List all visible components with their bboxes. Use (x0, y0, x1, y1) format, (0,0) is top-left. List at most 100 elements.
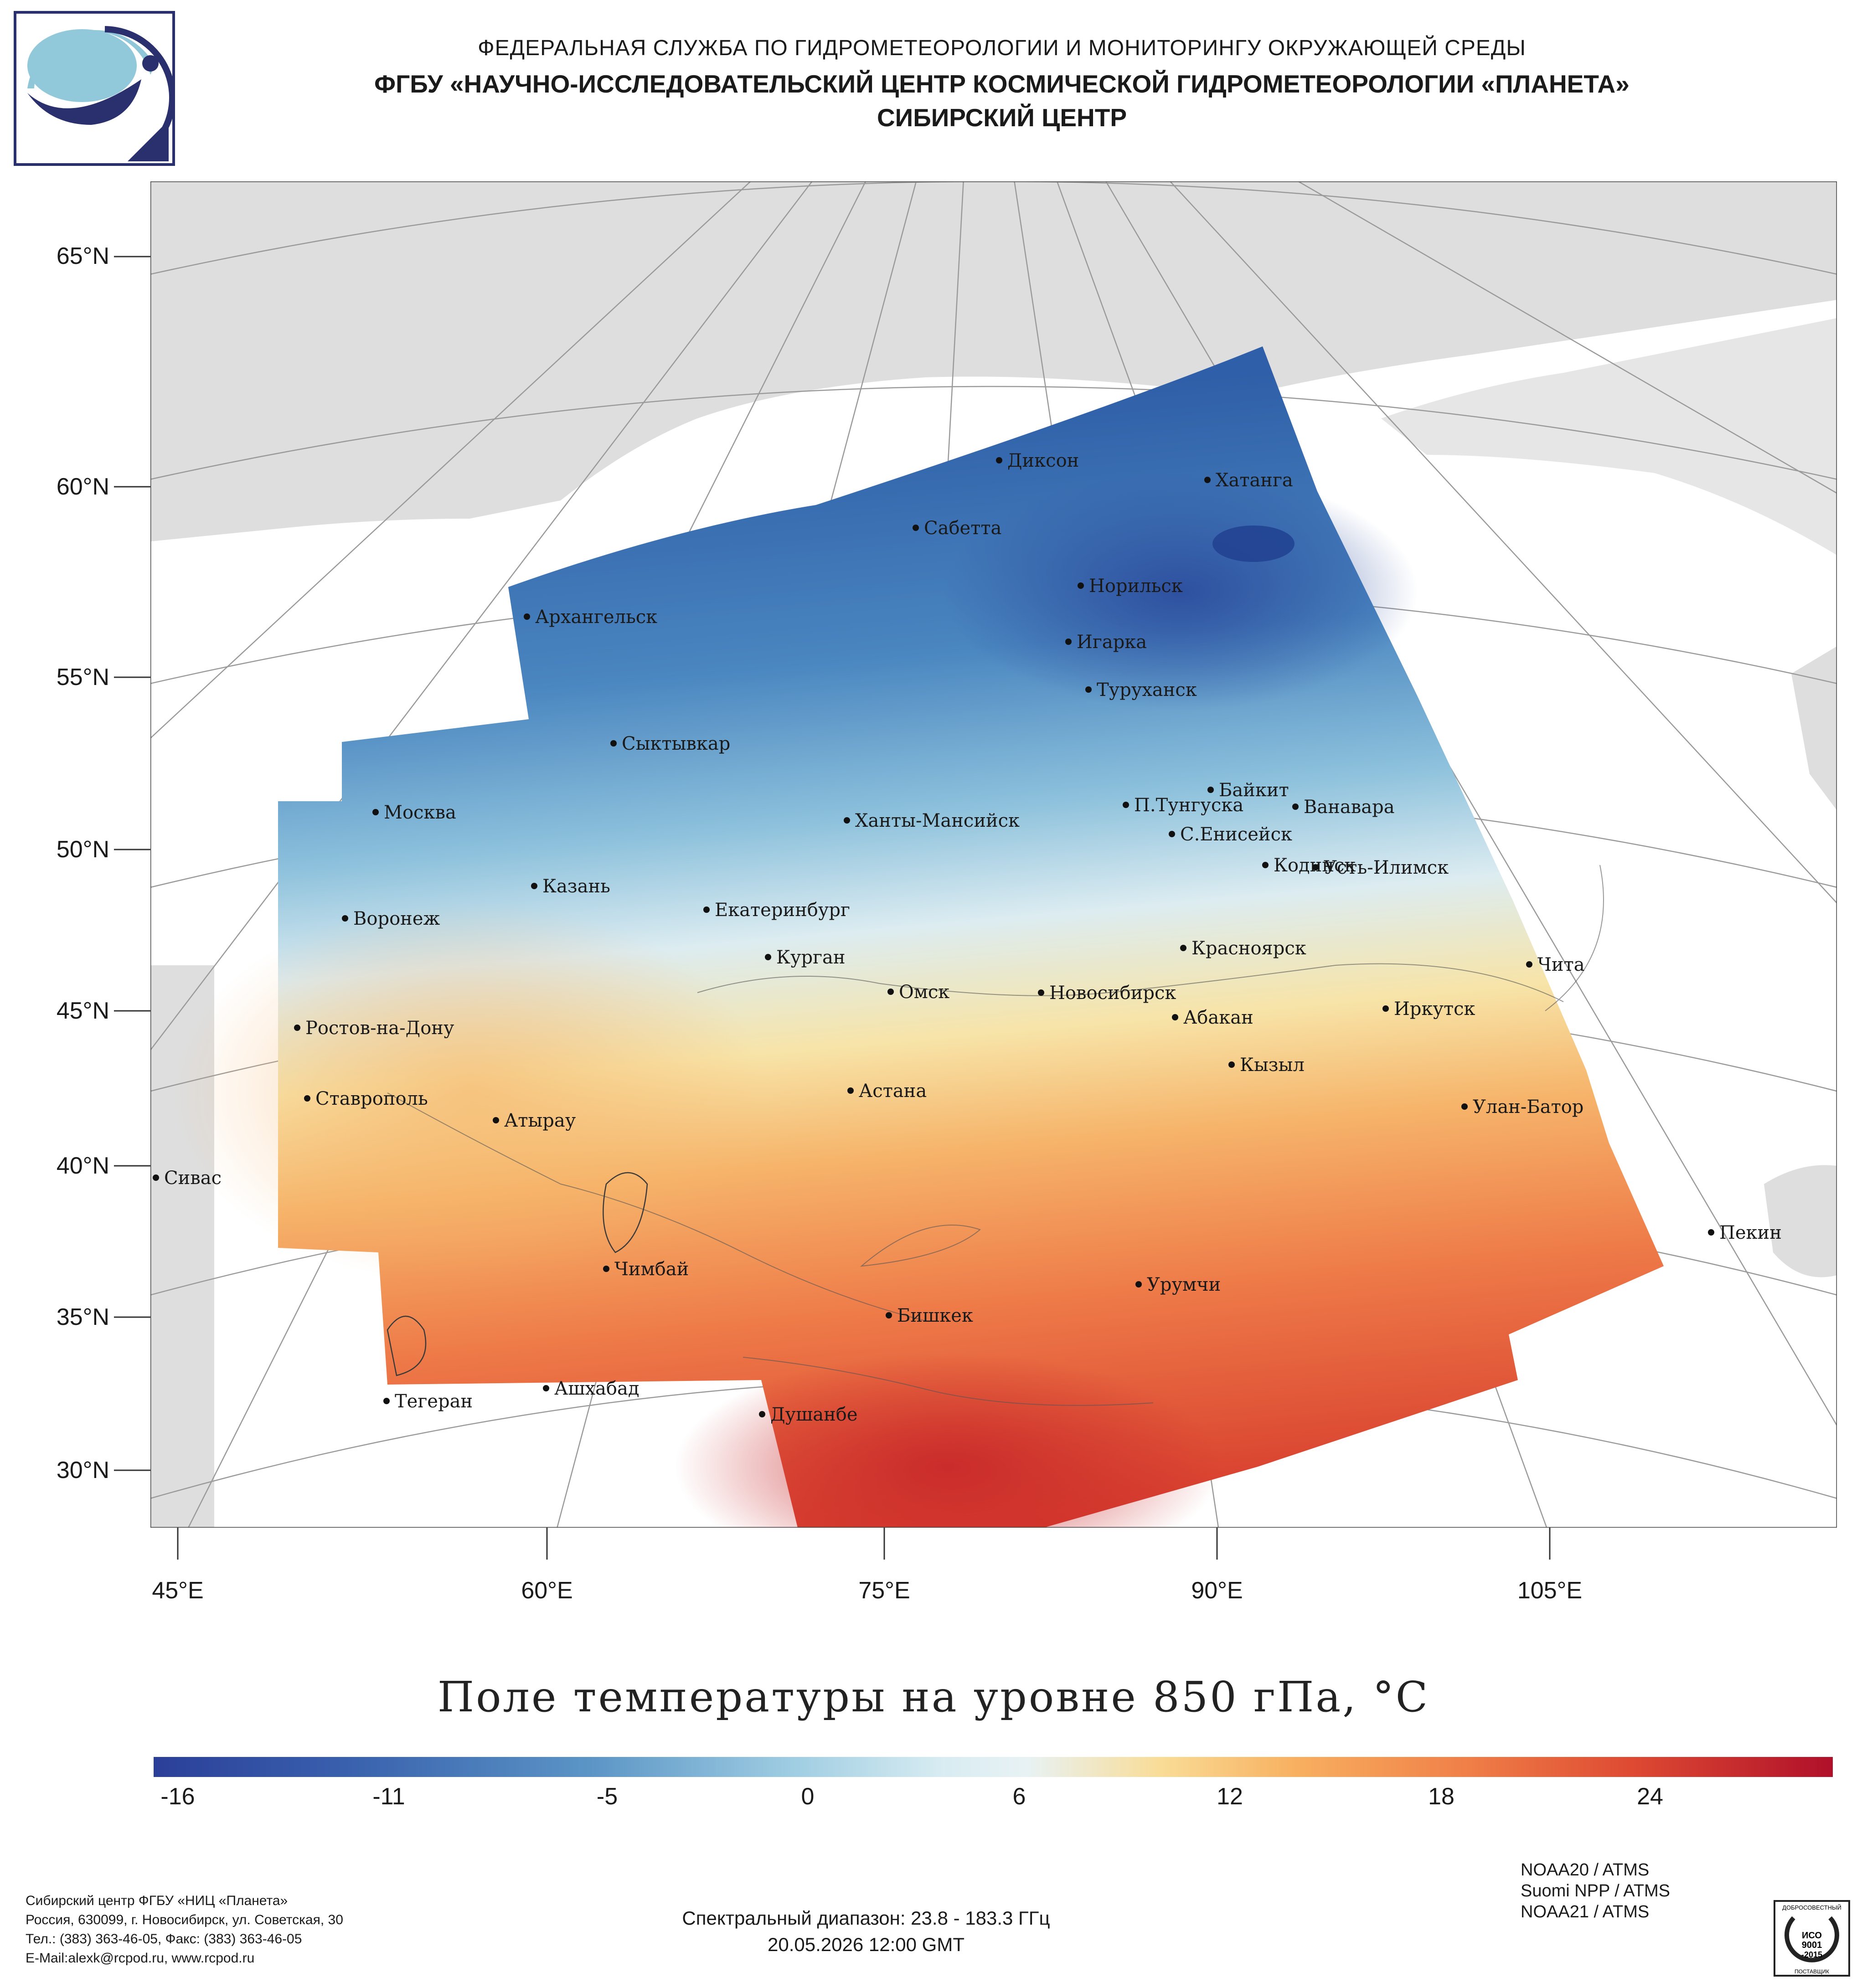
city-sabetta: Сабетта (913, 518, 1001, 539)
city-ashkhabad: Ашхабад (543, 1378, 639, 1399)
svg-text:Тегеран: Тегеран (395, 1391, 473, 1412)
svg-text:Душанбе: Душанбе (770, 1404, 858, 1425)
svg-text:Сивас: Сивас (164, 1168, 222, 1189)
city-pekin: Пекин (1708, 1222, 1782, 1243)
city-novosibirsk: Новосибирск (1038, 983, 1176, 1004)
city-dikson: Диксон (996, 450, 1079, 471)
svg-text:Чита: Чита (1537, 954, 1585, 975)
city-dushanbe: Душанбе (759, 1404, 858, 1425)
svg-text:Омск: Омск (899, 982, 949, 1003)
spectral-range: Спектральный диапазон: 23.8 - 183.3 ГГц (682, 1907, 1050, 1929)
city-ulan-bator: Улан-Батор (1461, 1097, 1583, 1118)
lat-label-55: 55°N (56, 664, 109, 690)
city-tegeran: Тегеран (383, 1391, 473, 1412)
lon-label-75: 75°E (858, 1577, 910, 1604)
datetime: 20.05.2026 12:00 GMT (768, 1934, 964, 1955)
city-moskva: Москва (372, 802, 456, 823)
city-atyrau: Атырау (493, 1110, 576, 1131)
svg-text:Воронеж: Воронеж (353, 908, 440, 929)
svg-text:Урумчи: Урумчи (1147, 1274, 1221, 1295)
svg-text:ДОБРОСОВЕСТНЫЙ: ДОБРОСОВЕСТНЫЙ (1782, 1904, 1841, 1911)
lat-label-65: 65°N (56, 243, 109, 269)
svg-text:Туруханск: Туруханск (1097, 680, 1197, 700)
lon-ticks (177, 1528, 1551, 1560)
lat-label-60: 60°N (56, 474, 109, 500)
footer-contacts: Сибирский центр ФГБУ «НИЦ «Планета» Росс… (26, 1891, 343, 1968)
colorbar-tick-12: 12 (1217, 1783, 1243, 1810)
svg-text:Атырау: Атырау (504, 1110, 576, 1131)
city-omsk: Омск (887, 982, 949, 1003)
colorbar-tick--5: -5 (596, 1783, 618, 1810)
temperature-map: Диксон Хатанга Сабетта Норильск Архангел… (150, 181, 1837, 1528)
city-khatanga: Хатанга (1204, 470, 1293, 491)
footer-email: E-Mail:alexk@rcpod.ru, www.rcpod.ru (26, 1951, 255, 1966)
svg-text:Иркутск: Иркутск (1394, 999, 1475, 1020)
city-sivas: Сивас (153, 1168, 222, 1189)
svg-text:С.Енисейск: С.Енисейск (1180, 824, 1292, 845)
satellite-3: NOAA21 / ATMS (1521, 1902, 1650, 1921)
colorbar-tick-24: 24 (1637, 1783, 1663, 1810)
city-norilsk: Норильск (1078, 576, 1183, 597)
svg-text:Казань: Казань (542, 876, 610, 897)
svg-text:9001: 9001 (1802, 1940, 1822, 1950)
city-krasnoyarsk: Красноярск (1180, 938, 1306, 959)
svg-text:Хатанга: Хатанга (1216, 470, 1293, 491)
svg-text:Бишкек: Бишкек (897, 1305, 973, 1326)
svg-text:ИСО: ИСО (1802, 1931, 1822, 1941)
svg-text:-2015: -2015 (1801, 1950, 1822, 1959)
svg-text:Улан-Батор: Улан-Батор (1473, 1097, 1583, 1118)
lat-label-45: 45°N (56, 998, 109, 1024)
satellite-2: Suomi NPP / ATMS (1521, 1881, 1671, 1900)
city-p-tunguska: П.Тунгуска (1123, 795, 1243, 816)
city-astana: Астана (847, 1081, 927, 1102)
svg-text:Архангельск: Архангельск (535, 607, 657, 628)
header-agency: ФЕДЕРАЛЬНАЯ СЛУЖБА ПО ГИДРОМЕТЕОРОЛОГИИ … (478, 36, 1526, 60)
svg-text:Красноярск: Красноярск (1191, 938, 1306, 959)
svg-text:Игарка: Игарка (1077, 632, 1147, 653)
city-vanavara: Ванавара (1292, 797, 1395, 818)
city-arkhangelsk: Архангельск (524, 607, 657, 628)
colorbar-tick--11: -11 (372, 1783, 405, 1810)
svg-text:Астана: Астана (859, 1081, 927, 1102)
svg-text:Ашхабад: Ашхабад (554, 1378, 639, 1399)
city-kazan: Казань (531, 876, 610, 897)
lat-label-40: 40°N (56, 1153, 109, 1179)
svg-text:Норильск: Норильск (1089, 576, 1183, 597)
svg-text:Чимбай: Чимбай (614, 1259, 689, 1280)
svg-text:Ханты-Мансийск: Ханты-Мансийск (855, 810, 1020, 831)
lon-label-45: 45°E (152, 1577, 204, 1604)
svg-text:ПОСТАВЩИК: ПОСТАВЩИК (1795, 1968, 1829, 1975)
satellite-1: NOAA20 / ATMS (1521, 1860, 1650, 1880)
city-syktyvkar: Сыктывкар (610, 733, 730, 754)
lon-label-60: 60°E (521, 1577, 573, 1604)
city-baikit: Байкит (1207, 780, 1289, 801)
lat-label-50: 50°N (56, 836, 109, 863)
footer-org: Сибирский центр ФГБУ «НИЦ «Планета» (26, 1893, 288, 1908)
city-igarka: Игарка (1065, 632, 1147, 653)
svg-text:Диксон: Диксон (1007, 450, 1079, 471)
svg-text:Новосибирск: Новосибирск (1049, 983, 1176, 1004)
lat-label-35: 35°N (56, 1304, 109, 1330)
map-title: Поле температуры на уровне 850 гПа, °С (437, 1673, 1430, 1721)
city-chimbay: Чимбай (603, 1259, 689, 1280)
svg-text:Москва: Москва (384, 802, 456, 823)
planeta-logo (14, 11, 175, 166)
city-kyzyl: Кызыл (1228, 1055, 1305, 1076)
city-kurgan: Курган (765, 947, 846, 968)
city-turukhansk: Туруханск (1085, 680, 1197, 700)
svg-text:Сабетта: Сабетта (924, 518, 1001, 539)
svg-text:Ростов-на-Дону: Ростов-на-Дону (305, 1018, 454, 1039)
svg-text:Сыктывкар: Сыктывкар (622, 733, 730, 754)
footer-phone: Тел.: (383) 363-46-05, Факс: (383) 363-4… (26, 1931, 302, 1947)
footer-address: Россия, 630099, г. Новосибирск, ул. Сове… (26, 1912, 343, 1927)
lon-label-90: 90°E (1191, 1577, 1243, 1604)
svg-text:Ванавара: Ванавара (1304, 797, 1395, 818)
svg-text:Байкит: Байкит (1219, 780, 1289, 801)
svg-text:Усть-Илимск: Усть-Илимск (1324, 857, 1449, 878)
lon-label-105: 105°E (1517, 1577, 1583, 1604)
city-markers: Диксон Хатанга Сабетта Норильск Архангел… (153, 450, 1782, 1425)
colorbar-tick--16: -16 (160, 1783, 195, 1810)
city-urumchi: Урумчи (1135, 1274, 1221, 1295)
svg-text:Кызыл: Кызыл (1240, 1055, 1305, 1076)
svg-text:П.Тунгуска: П.Тунгуска (1134, 795, 1243, 816)
